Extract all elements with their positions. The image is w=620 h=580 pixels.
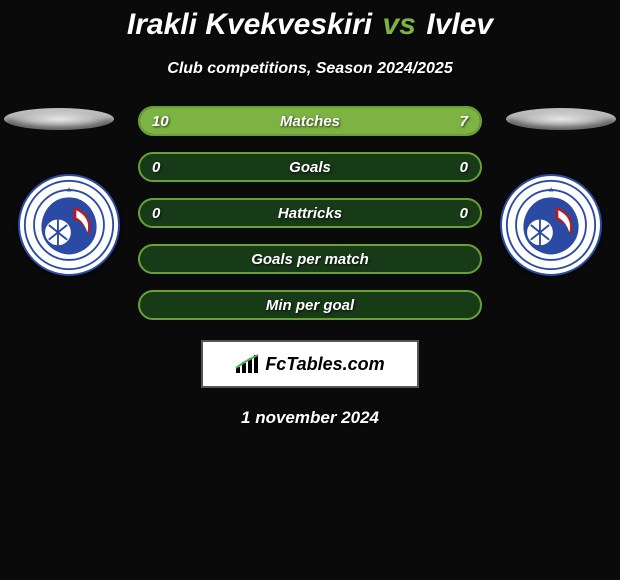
stat-value-right: 0: [448, 200, 480, 226]
stat-bar: Goals0 0: [138, 152, 482, 182]
bar-chart-icon: [235, 353, 261, 375]
comparison-title: Irakli Kvekveskiri vs Ivlev: [0, 0, 620, 42]
attribution-box: FcTables.com: [201, 340, 419, 388]
stat-label: Goals per match: [140, 246, 480, 272]
subtitle: Club competitions, Season 2024/2025: [0, 60, 620, 78]
svg-text:★: ★: [547, 187, 554, 194]
stat-bar: Goals per match: [138, 244, 482, 274]
stat-bar: Matches107: [138, 106, 482, 136]
vs-label: vs: [383, 8, 416, 41]
stat-label: Hattricks: [140, 200, 480, 226]
club-crest-icon: ★: [505, 179, 597, 271]
player-a-shadow: [4, 108, 114, 130]
player-b-club-badge: ★: [500, 174, 602, 276]
stat-label: Min per goal: [140, 292, 480, 318]
stat-bars: Matches107Goals00Hattricks00Goals per ma…: [138, 106, 482, 336]
stat-value-right: 0: [448, 154, 480, 180]
player-a-name: Irakli Kvekveskiri: [127, 8, 372, 41]
player-b-name: Ivlev: [426, 8, 493, 41]
player-a-club-badge: ★: [18, 174, 120, 276]
stat-bar: Min per goal: [138, 290, 482, 320]
svg-text:★: ★: [65, 187, 72, 194]
stat-bar-fill-left: [140, 108, 341, 134]
club-crest-icon: ★: [23, 179, 115, 271]
stat-label: Goals: [140, 154, 480, 180]
stat-value-left: 0: [140, 200, 172, 226]
player-b-shadow: [506, 108, 616, 130]
stat-bar: Hattricks0 0: [138, 198, 482, 228]
stat-value-left: 0: [140, 154, 172, 180]
stat-bar-fill-right: [341, 108, 480, 134]
attribution-text: FcTables.com: [265, 354, 384, 375]
date-label: 1 november 2024: [0, 408, 620, 428]
comparison-stage: ★ ★ Match: [0, 106, 620, 336]
